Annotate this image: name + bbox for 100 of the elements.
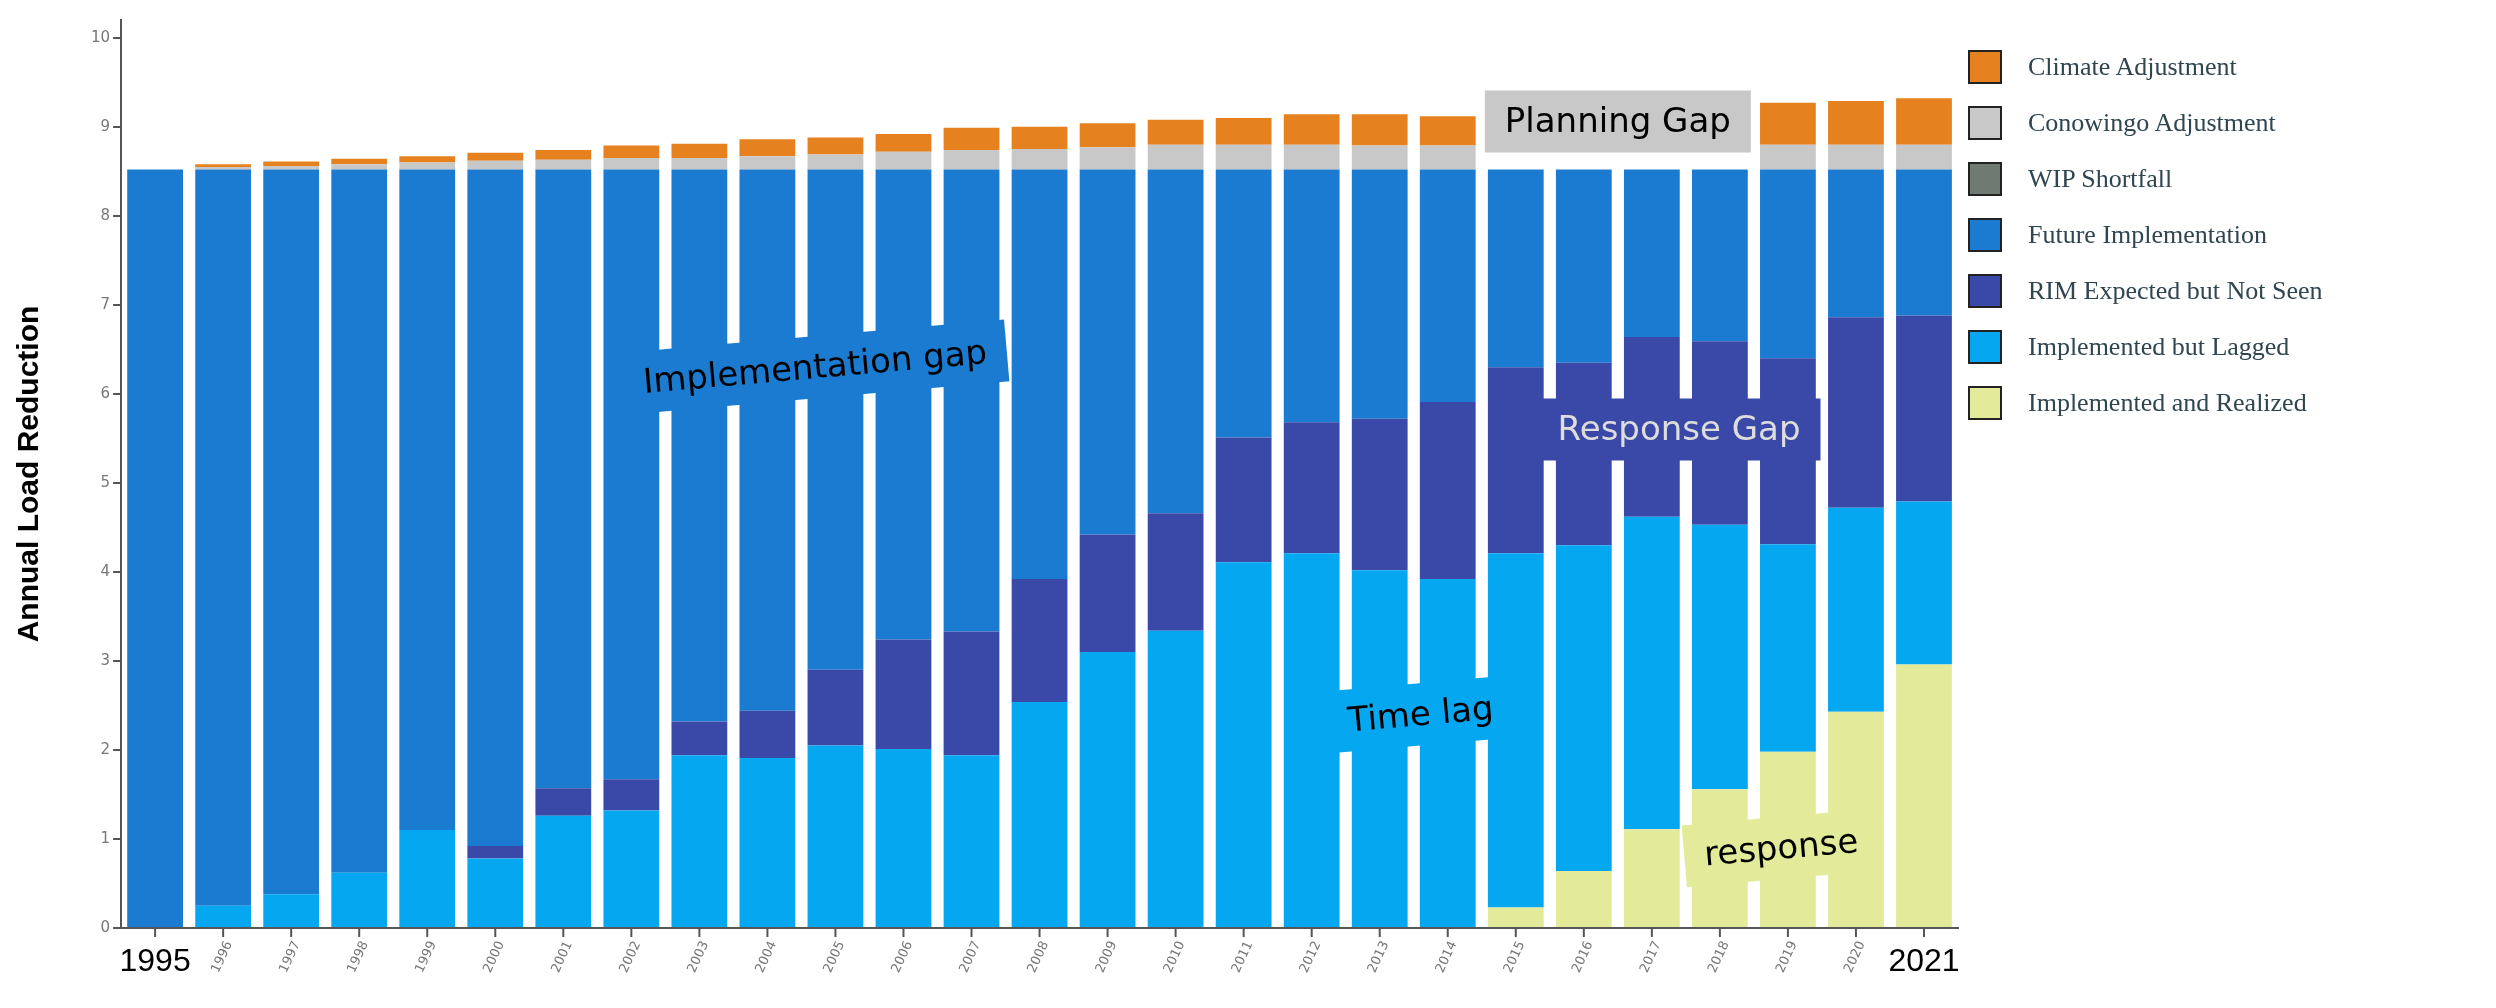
x-tick-label: 2003 [683, 938, 712, 975]
bar [331, 158, 388, 165]
bar [1351, 418, 1408, 571]
y-tick-label: 2 [100, 739, 111, 758]
bar [467, 169, 524, 847]
bar [1760, 544, 1816, 752]
bar [1011, 126, 1068, 150]
x-tick-label: 2011 [1227, 938, 1256, 975]
y-tick-label: 3 [100, 650, 111, 669]
x-tick-label: 2002 [615, 938, 644, 975]
x-tick-label: 2018 [1704, 938, 1732, 975]
bar [1215, 117, 1272, 145]
bar [807, 745, 864, 927]
bar [1896, 664, 1952, 927]
bar [739, 757, 796, 927]
bar [1419, 169, 1476, 402]
bar [467, 152, 524, 161]
y-tick-label: 1 [100, 828, 111, 847]
bar [875, 749, 932, 927]
bar [331, 164, 388, 170]
bar [1419, 116, 1476, 146]
bar [195, 905, 252, 927]
bar [875, 639, 932, 750]
bar [331, 169, 388, 873]
bar [1760, 169, 1816, 359]
bar [1215, 169, 1272, 438]
legend-label: RIM Expected but Not Seen [2028, 275, 2324, 307]
bar [1828, 507, 1884, 712]
bar [1487, 169, 1544, 368]
x-tick-label: 2004 [751, 938, 780, 975]
x-tick-label: 1998 [343, 938, 371, 975]
x-tick-label: 2006 [887, 938, 916, 975]
x-tick-label: 2007 [955, 938, 984, 975]
bar [1215, 437, 1272, 563]
bar [1147, 630, 1204, 927]
legend-label: WIP Shortfall [2028, 163, 2174, 195]
annotation: Time lag [1345, 686, 1495, 740]
legend-label: Climate Adjustment [2028, 51, 2238, 83]
x-tick-label: 1996 [207, 938, 235, 975]
bar [1079, 123, 1136, 148]
bar [1828, 101, 1884, 145]
bar [1828, 317, 1884, 508]
bar [1079, 147, 1136, 170]
bar [535, 149, 592, 160]
y-tick-label: 8 [100, 205, 111, 224]
legend-label: Implemented but Lagged [2028, 331, 2291, 363]
x-tick-label: 1997 [275, 938, 303, 975]
x-tick-label: 2012 [1295, 938, 1324, 975]
annotation: response [1702, 820, 1860, 874]
bar [535, 169, 592, 789]
y-tick-label: 10 [90, 27, 111, 46]
annotation: Planning Gap [1504, 100, 1731, 141]
bar [1691, 524, 1748, 790]
bar [1828, 144, 1884, 170]
bar [807, 137, 864, 155]
bar [331, 872, 388, 927]
bar [1011, 701, 1068, 927]
x-tick-label: 2013 [1363, 938, 1392, 975]
bar [1896, 144, 1952, 170]
bar [535, 788, 592, 816]
bar [739, 710, 796, 758]
x-tick-label: 2019 [1772, 938, 1800, 975]
bar [1147, 513, 1204, 631]
bar [467, 160, 524, 170]
bar [1691, 169, 1748, 342]
bar [1351, 114, 1408, 146]
bar [1896, 501, 1952, 665]
x-tick-label: 2009 [1091, 938, 1120, 975]
x-tick-label: 2008 [1023, 938, 1052, 975]
bar [875, 151, 932, 170]
bar [807, 669, 864, 746]
bar [1011, 169, 1068, 580]
legend-label: Conowingo Adjustment [2028, 107, 2277, 139]
bar [1351, 145, 1408, 170]
bar [127, 169, 183, 927]
bar [943, 755, 1000, 927]
bar [1147, 119, 1204, 145]
bar [1011, 149, 1068, 170]
bar [467, 846, 524, 859]
bar [671, 721, 728, 756]
legend-label: Implemented and Realized [2028, 387, 2308, 419]
bar [739, 139, 796, 157]
bar [1215, 562, 1272, 927]
bar [1147, 144, 1204, 170]
bar [1419, 145, 1476, 170]
bar [943, 631, 1000, 756]
y-tick-label: 9 [100, 116, 111, 135]
bar [1079, 652, 1136, 927]
y-tick-label: 7 [100, 294, 111, 313]
bar [1079, 534, 1136, 653]
y-tick-label: 0 [100, 917, 111, 936]
bar [1828, 169, 1884, 318]
x-tick-label: 2014 [1431, 938, 1460, 975]
bar [943, 127, 1000, 150]
bar [671, 143, 728, 158]
bar [1283, 169, 1340, 423]
bar [671, 157, 728, 170]
text: Future Implementation [2028, 219, 2268, 251]
bar [739, 156, 796, 170]
bar [1283, 144, 1340, 170]
